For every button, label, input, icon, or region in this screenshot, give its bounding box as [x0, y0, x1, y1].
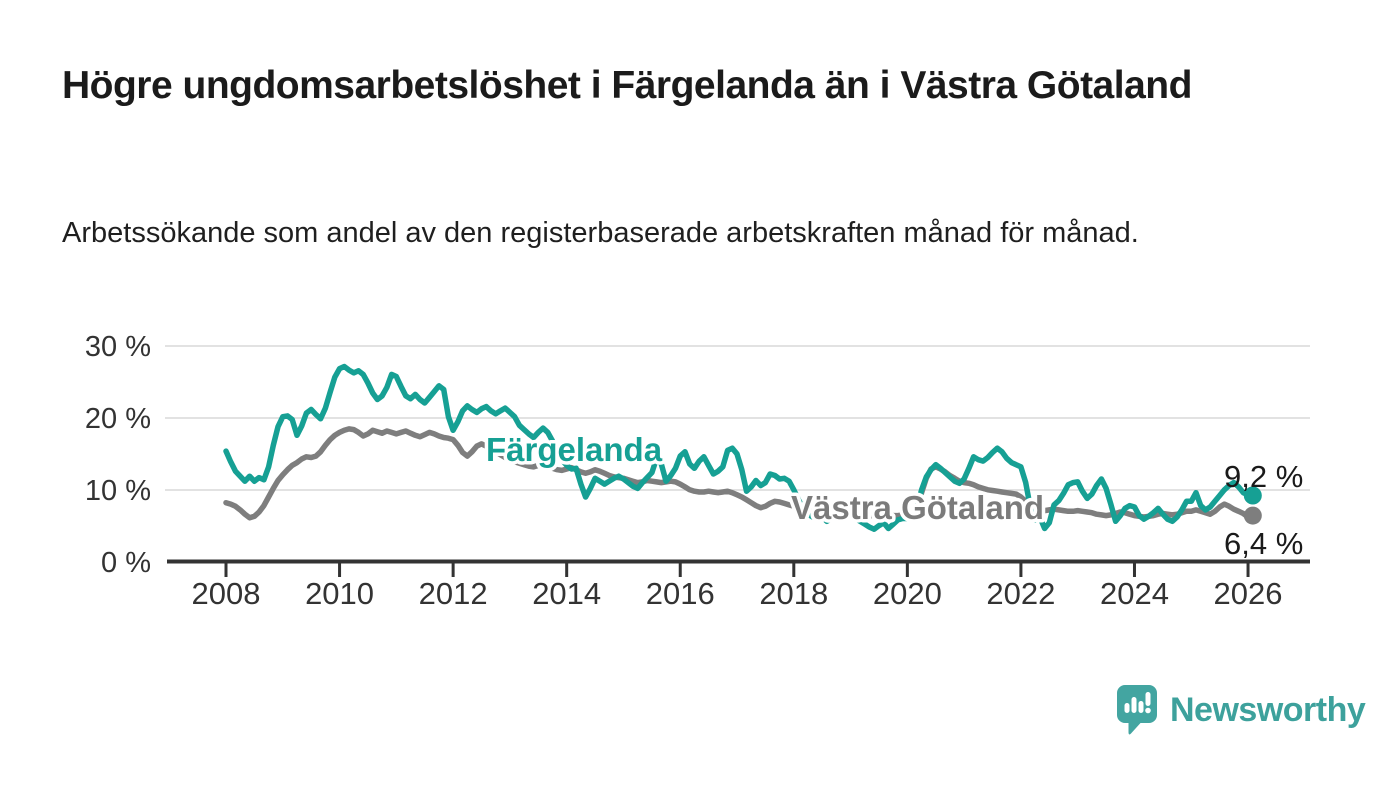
x-tick-label: 2020	[873, 576, 942, 611]
y-tick-label: 0 %	[101, 547, 151, 579]
logo-exclamation-dot	[1145, 707, 1151, 714]
y-tick-label: 30 %	[85, 331, 151, 363]
logo-bar-2	[1131, 697, 1137, 713]
gridlines	[165, 345, 1310, 491]
x-axis-labels: 2008 2010 2012 2014 2016 2018 2020 2022 2024 2026	[192, 576, 1283, 611]
vastra-gotaland-series-label: Västra Götaland	[791, 489, 1044, 526]
newsworthy-logo: Newsworthy	[1116, 684, 1366, 736]
x-axis-ticks	[224, 561, 1250, 577]
x-tick-label: 2024	[1100, 576, 1169, 611]
x-tick-label: 2010	[305, 576, 374, 611]
vastra-gotaland-line	[223, 426, 1256, 521]
x-tick-label: 2022	[986, 576, 1055, 611]
x-tick-label: 2016	[646, 576, 715, 611]
y-axis-labels: 30 % 20 % 10 % 0 %	[85, 331, 151, 579]
fargelanda-end-value-label: 9,2 %	[1224, 459, 1303, 494]
fargelanda-end-dot	[1243, 486, 1262, 505]
chart-subtitle: Arbetssökande som andel av den registerb…	[62, 217, 1139, 249]
x-tick-label: 2026	[1214, 576, 1283, 611]
vastra-gotaland-end-value-label: 6,4 %	[1224, 526, 1303, 561]
page-title: Högre ungdomsarbetslöshet i Färgelanda ä…	[62, 64, 1192, 107]
newsworthy-logo-text: Newsworthy	[1170, 690, 1366, 729]
x-tick-label: 2008	[192, 576, 261, 611]
x-tick-label: 2012	[419, 576, 488, 611]
logo-exclamation-stem	[1145, 692, 1151, 706]
x-tick-label: 2014	[532, 576, 601, 611]
logo-bar-3	[1138, 701, 1144, 713]
y-tick-label: 10 %	[85, 475, 151, 507]
logo-bubble	[1117, 685, 1157, 735]
vastra-gotaland-end-dot	[1243, 506, 1262, 525]
x-tick-label: 2018	[759, 576, 828, 611]
fargelanda-line	[223, 363, 1256, 532]
newsworthy-logo-icon	[1117, 685, 1157, 735]
fargelanda-series-label: Färgelanda	[486, 431, 663, 468]
y-tick-label: 20 %	[85, 403, 151, 435]
logo-bar-1	[1124, 703, 1130, 713]
